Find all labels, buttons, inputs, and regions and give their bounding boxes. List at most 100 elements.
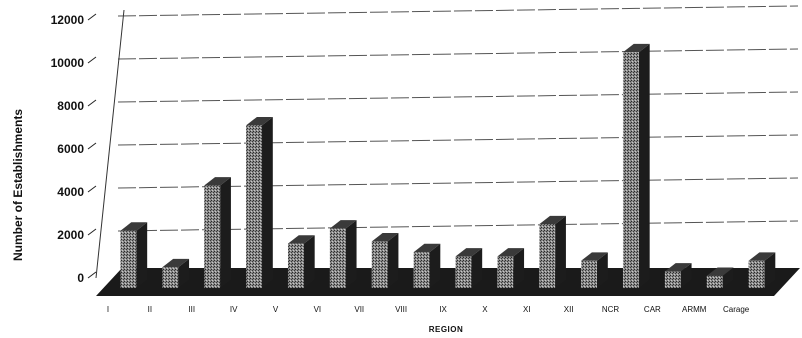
bar	[622, 43, 650, 288]
y-tick-mark	[87, 271, 97, 279]
bar-top	[246, 116, 273, 126]
bar-front	[413, 252, 430, 288]
bar-front	[455, 256, 472, 288]
x-tick-label: IV	[230, 305, 238, 314]
bar-front	[539, 224, 556, 288]
y-tick-label: 8000	[57, 99, 84, 113]
bar-top	[162, 258, 190, 268]
bar-side	[597, 252, 608, 288]
x-tick-label: ARMM	[682, 305, 707, 314]
bar-side	[555, 215, 566, 288]
bar	[287, 235, 315, 288]
bar-top	[329, 220, 357, 229]
x-tick-label: XI	[523, 305, 531, 314]
gridline	[117, 48, 799, 60]
bar-front	[622, 52, 639, 288]
bar-side	[638, 43, 650, 288]
y-tick-label: 4000	[57, 185, 84, 199]
gridlines	[117, 5, 799, 232]
bar	[706, 267, 734, 288]
bar	[539, 215, 566, 288]
bar-side	[387, 233, 399, 288]
bar-side	[345, 220, 357, 288]
floor-plane	[96, 268, 800, 296]
axes	[95, 9, 125, 279]
bar-side	[262, 116, 273, 288]
x-tick-label: IX	[439, 305, 447, 314]
bar-top	[748, 252, 776, 261]
bar-top	[455, 248, 483, 257]
gridline	[117, 5, 799, 17]
y-tick-mark	[87, 228, 97, 236]
x-tick-label: VIII	[395, 305, 407, 314]
bar-top	[581, 252, 608, 261]
x-tick-label: NCR	[602, 305, 620, 314]
bar-side	[303, 235, 315, 288]
bar-front	[497, 256, 514, 288]
bar-side	[178, 258, 190, 288]
bar-top	[413, 243, 441, 253]
y-axis-ticks: 0 2000 4000 6000 8000 10000 12000	[51, 13, 97, 285]
bar-front	[246, 125, 263, 288]
bar-front	[120, 230, 137, 288]
bar-top	[622, 43, 650, 53]
bar-top	[371, 233, 399, 242]
bar-front	[371, 241, 388, 288]
bar	[455, 248, 483, 288]
bar-front	[748, 260, 765, 288]
x-tick-label: X	[482, 305, 488, 314]
x-tick-label: II	[148, 305, 152, 314]
bar-side	[764, 252, 776, 288]
gridline	[117, 220, 799, 232]
bar-top	[120, 222, 148, 231]
x-tick-label: I	[107, 305, 109, 314]
x-axis-title: REGION	[429, 325, 464, 334]
bar	[748, 252, 776, 288]
bar	[497, 248, 525, 288]
bar-side	[471, 248, 483, 288]
y-tick-label: 2000	[57, 228, 84, 242]
x-tick-label: III	[188, 305, 195, 314]
y-tick-mark	[87, 99, 97, 107]
gridline	[117, 91, 799, 103]
x-tick-label: CAR	[644, 305, 661, 314]
bar-top	[664, 263, 692, 272]
bar-side	[513, 248, 525, 288]
bar	[204, 177, 231, 288]
bar-front	[581, 260, 598, 288]
y-tick-mark	[87, 56, 97, 64]
x-tick-label: VI	[314, 305, 322, 314]
bar-side	[680, 263, 692, 288]
bar-top	[287, 235, 315, 244]
gridline	[117, 134, 799, 146]
bar-side	[220, 177, 231, 288]
y-tick-mark	[87, 142, 97, 150]
bar	[246, 116, 273, 288]
bar-front	[162, 267, 179, 288]
bar	[162, 258, 190, 288]
y-tick-label: 0	[77, 271, 84, 285]
bar-top	[204, 177, 231, 186]
bar	[371, 233, 399, 288]
bar-side	[429, 243, 441, 288]
x-tick-label: V	[273, 305, 279, 314]
chart-floor	[96, 268, 800, 296]
y-axis-line	[95, 9, 125, 279]
bar-side	[136, 222, 148, 288]
bar	[581, 252, 608, 288]
y-tick-label: 10000	[51, 56, 85, 70]
x-axis-ticks: I II III IV V VI VII VIII IX X XI XII NCR CAR ARMM Cara…	[107, 305, 750, 314]
gridline	[117, 177, 799, 189]
x-tick-label: Carage	[723, 305, 750, 314]
bar	[413, 243, 441, 288]
y-tick-label: 6000	[57, 142, 84, 156]
bar	[664, 263, 692, 288]
x-tick-label: VII	[354, 305, 364, 314]
bar-top	[539, 215, 566, 225]
bar	[120, 222, 148, 288]
bar-front	[329, 228, 346, 288]
bar-front	[204, 185, 221, 288]
bar-top	[497, 248, 525, 257]
